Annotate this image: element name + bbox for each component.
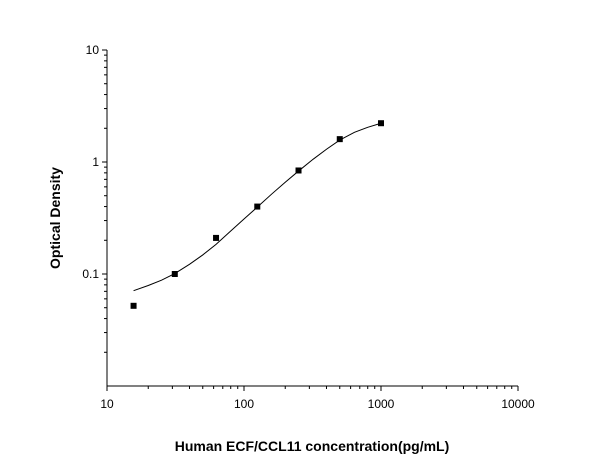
x-axis-title: Human ECF/CCL11 concentration(pg/mL) (175, 438, 450, 454)
y-tick-label-2: 10 (86, 43, 100, 57)
x-tick-label-3: 10000 (501, 397, 535, 411)
data-point-3 (254, 203, 261, 210)
y-tick-label-0: 0.1 (82, 267, 99, 281)
data-points (130, 120, 384, 309)
y-tick-label-1: 1 (92, 155, 99, 169)
plot-area: 0.1 1 10 10 100 1000 10000 (82, 43, 535, 411)
data-point-2 (213, 234, 220, 241)
x-tick-label-2: 1000 (368, 397, 395, 411)
data-point-6 (378, 120, 384, 127)
data-point-4 (295, 167, 302, 174)
y-axis-title: Optical Density (47, 167, 63, 269)
x-axis-ticks: 10 100 1000 10000 (100, 386, 535, 411)
data-point-1 (171, 271, 178, 277)
x-tick-label-0: 10 (100, 397, 114, 411)
data-point-5 (336, 136, 343, 143)
x-tick-label-1: 100 (234, 397, 254, 411)
data-point-0 (130, 302, 137, 309)
y-axis-ticks: 0.1 1 10 (82, 43, 107, 353)
